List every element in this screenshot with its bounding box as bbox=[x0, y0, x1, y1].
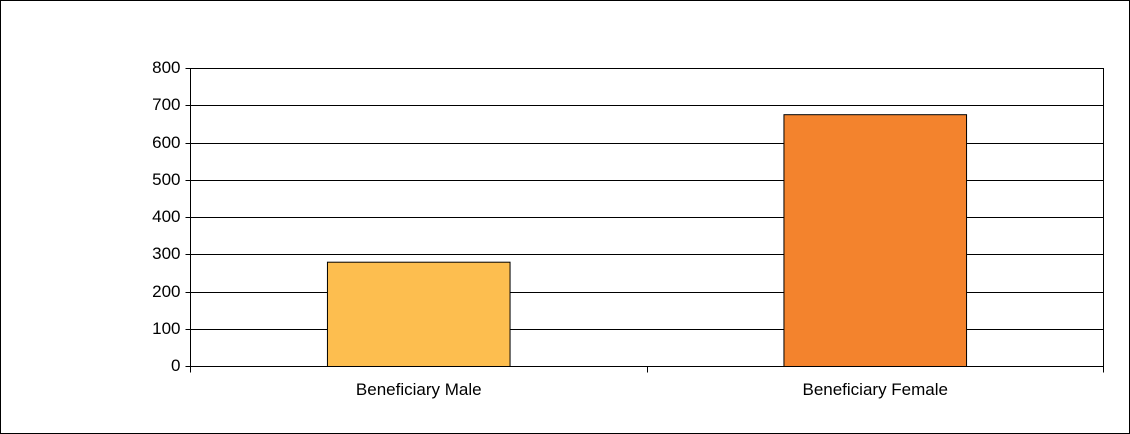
x-tick-label: Beneficiary Male bbox=[356, 380, 482, 399]
y-tick-label: 100 bbox=[152, 319, 180, 338]
x-tick-label: Beneficiary Female bbox=[802, 380, 948, 399]
y-tick-label: 800 bbox=[152, 58, 180, 77]
y-tick-label: 700 bbox=[152, 95, 180, 114]
y-tick-label: 600 bbox=[152, 133, 180, 152]
bar bbox=[783, 114, 968, 367]
y-tick-label: 0 bbox=[171, 356, 180, 375]
y-tick-label: 300 bbox=[152, 244, 180, 263]
y-tick-label: 200 bbox=[152, 282, 180, 301]
y-tick-label: 500 bbox=[152, 170, 180, 189]
bar bbox=[326, 261, 511, 368]
y-tick-label: 400 bbox=[152, 207, 180, 226]
